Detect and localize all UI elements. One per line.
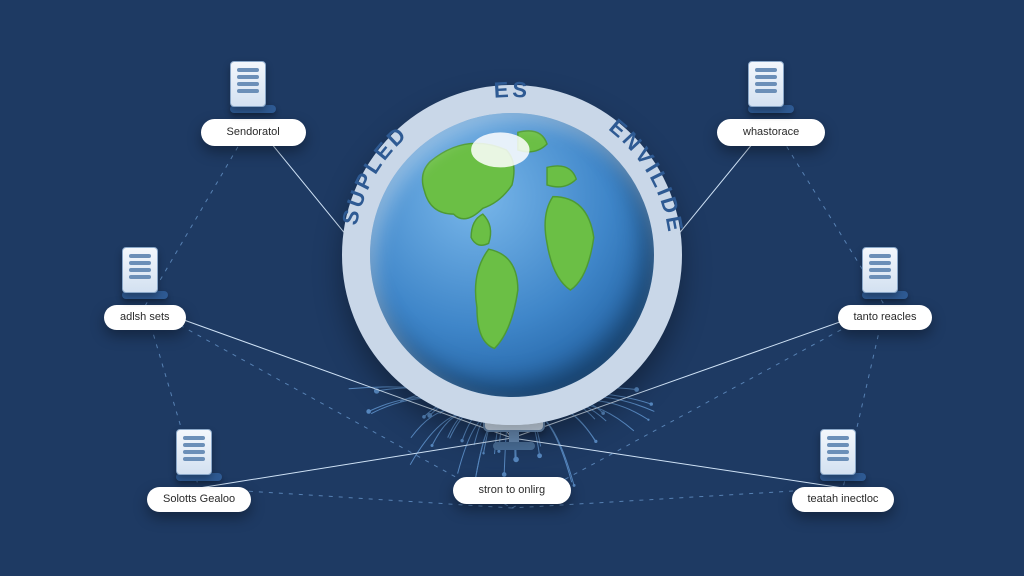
node-label: adlsh sets: [104, 305, 186, 330]
server-icon: [820, 429, 866, 481]
node-label: whastorace: [717, 119, 825, 146]
node-mid-left: adlsh sets: [104, 247, 186, 330]
node-mid-right: tanto reacles: [838, 247, 933, 330]
globe-ring: [342, 85, 682, 425]
node-label: Solotts Gealoo: [147, 487, 251, 512]
server-icon: [230, 61, 276, 113]
node-top-left: Sendoratol: [201, 61, 306, 146]
server-icon: [176, 429, 222, 481]
server-icon: [862, 247, 908, 299]
node-top-right: whastorace: [717, 61, 825, 146]
node-bot-right: teatah inectloc: [792, 429, 895, 512]
server-icon: [748, 61, 794, 113]
server-icon: [122, 247, 168, 299]
diagram-stage: SUPLED ES ENVILIDE Sendoratolwhastoracea…: [0, 0, 1024, 576]
node-label: teatah inectloc: [792, 487, 895, 512]
node-label: tanto reacles: [838, 305, 933, 330]
node-bot-left: Solotts Gealoo: [147, 429, 251, 512]
node-label: Sendoratol: [201, 119, 306, 146]
